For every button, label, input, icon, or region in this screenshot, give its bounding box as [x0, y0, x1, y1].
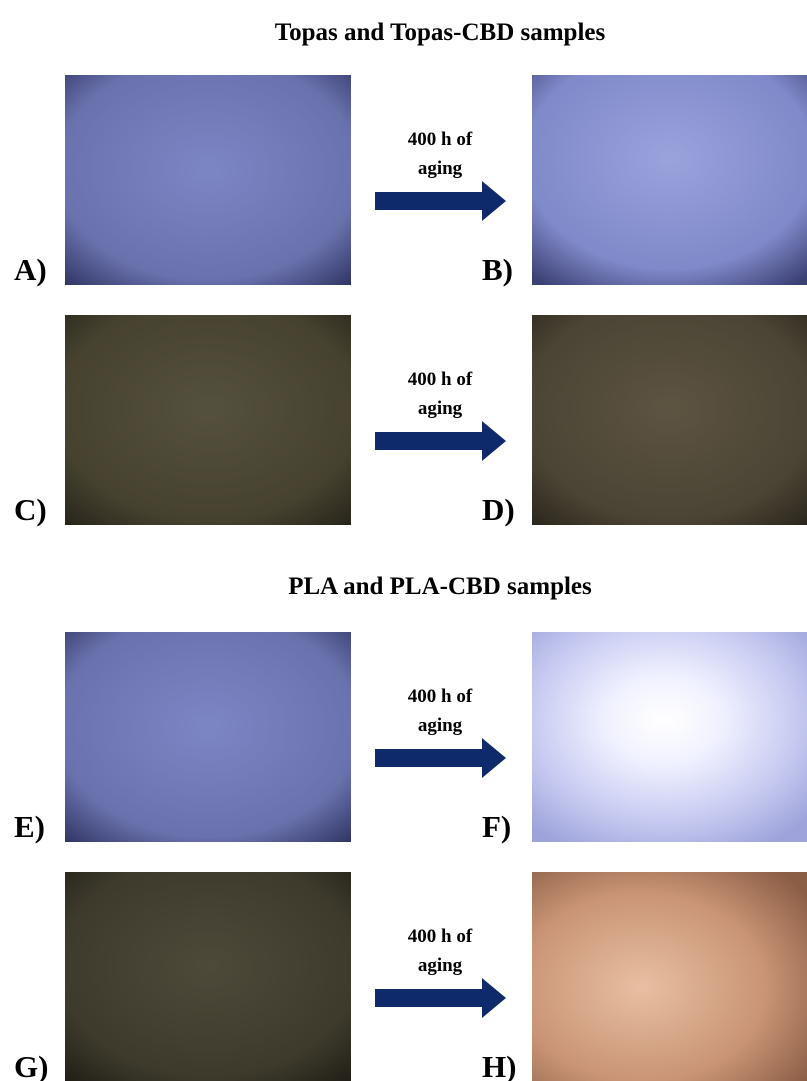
arrow-text: 400 h of	[408, 369, 473, 390]
micrograph	[65, 872, 351, 1081]
arrow-text: aging	[418, 398, 463, 419]
figure: Topas and Topas-CBD samples PLA and PLA-…	[0, 0, 807, 1081]
arrow-text: aging	[418, 955, 463, 976]
arrow	[375, 978, 506, 1018]
arrow-text: 400 h of	[408, 686, 473, 707]
panel-label: C)	[14, 492, 47, 527]
panel-label: A)	[14, 252, 47, 287]
micrograph	[532, 632, 807, 842]
panel-label: D)	[482, 492, 515, 527]
panel-label: G)	[14, 1049, 48, 1081]
arrow-text: aging	[418, 158, 463, 179]
micrograph	[65, 75, 351, 285]
micrograph	[65, 632, 351, 842]
micrograph	[532, 75, 807, 285]
arrow	[375, 738, 506, 778]
micrograph	[532, 315, 807, 525]
panel-label: E)	[14, 809, 45, 844]
section-title: Topas and Topas-CBD samples	[275, 19, 606, 46]
panel-label: H)	[482, 1049, 516, 1081]
panel-label: B)	[482, 252, 513, 287]
arrow-text: aging	[418, 715, 463, 736]
micrograph	[65, 315, 351, 525]
micrograph	[532, 872, 807, 1081]
arrow-text: 400 h of	[408, 129, 473, 150]
arrow	[375, 181, 506, 221]
panel-label: F)	[482, 809, 511, 844]
arrow	[375, 421, 506, 461]
arrow-text: 400 h of	[408, 926, 473, 947]
section-title: PLA and PLA-CBD samples	[288, 573, 592, 600]
